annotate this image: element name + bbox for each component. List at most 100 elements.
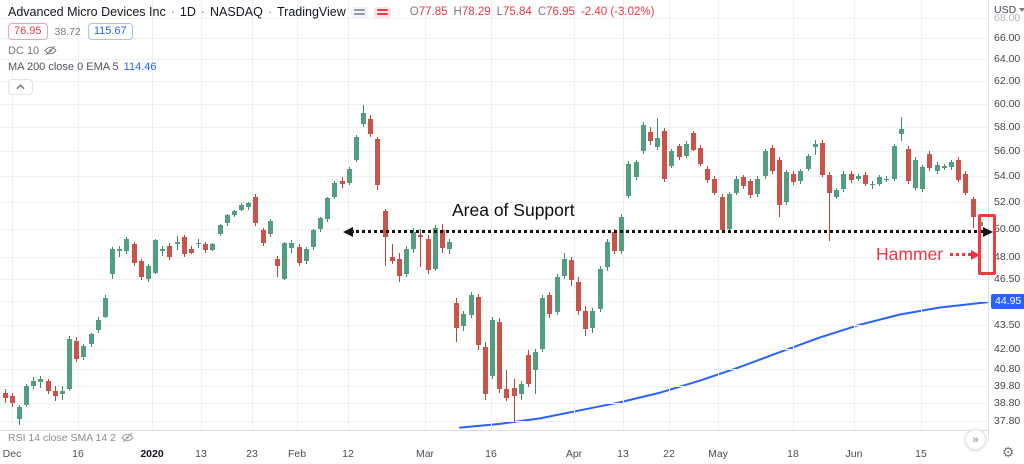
candle	[411, 231, 417, 249]
bars-toggle-icon[interactable]	[350, 6, 368, 18]
price-axis-label: 58.00	[994, 121, 1021, 133]
ma-indicator-label: MA 200 close 0 EMA 5	[8, 61, 119, 73]
time-axis[interactable]: Dec 16 2020 13 23 Feb 12 Mar 16 Apr 13 22 May 18 Jun 15	[0, 441, 1024, 464]
price-pane[interactable]	[0, 0, 988, 430]
price-axis-label: 62.00	[994, 75, 1021, 88]
currency-selector[interactable]: USD	[994, 4, 1024, 16]
candle	[511, 387, 517, 397]
candle	[662, 130, 668, 179]
candle	[726, 194, 732, 229]
candle	[805, 156, 811, 169]
candle	[619, 216, 625, 252]
candle-wick	[277, 255, 278, 278]
grid-line-horizontal	[0, 127, 988, 128]
candle	[389, 257, 395, 262]
eye-hidden-icon[interactable]	[121, 431, 134, 444]
candle	[525, 355, 531, 385]
candle	[647, 131, 653, 142]
grid-line-horizontal	[0, 403, 988, 405]
candle-wick	[391, 244, 393, 265]
indicator-row-rsi[interactable]: RSI 14 close SMA 14 2	[8, 431, 134, 444]
chevron-up-icon	[16, 84, 25, 90]
candle	[683, 143, 689, 156]
interval[interactable]: 1D	[179, 5, 196, 19]
candle	[583, 310, 589, 330]
grid-line-vertical	[574, 0, 575, 430]
ma-indicator-value: 114.46	[123, 61, 157, 73]
ohlc-item: L75.84	[496, 6, 532, 18]
symbol-title-row: Advanced Micro Devices Inc · 1D · NASDAQ…	[8, 5, 654, 19]
settings-gear-icon[interactable]: ⚙	[1001, 444, 1015, 460]
price-axis[interactable]: USD 44.95 68.00 66.00 64.00 62.00 60.00 58.00…	[988, 0, 1024, 464]
candle	[203, 244, 209, 250]
symbol-name[interactable]: Advanced Micro Devices Inc	[8, 5, 166, 19]
candle	[131, 244, 137, 263]
support-line-left-arrow[interactable]	[343, 226, 353, 237]
candle	[741, 177, 746, 187]
brand: TradingView	[277, 5, 346, 19]
candle-wick	[657, 117, 658, 150]
candle	[102, 298, 108, 317]
scroll-to-recent-button[interactable]: »	[965, 429, 986, 450]
time-axis-label: 22	[663, 448, 675, 460]
candle	[870, 183, 876, 186]
candle	[59, 390, 65, 395]
ma-value-badge: 115.67	[87, 23, 133, 40]
support-line[interactable]	[351, 230, 983, 233]
candle	[267, 220, 273, 235]
candle	[210, 244, 216, 250]
price-axis-label: 60.00	[994, 97, 1021, 110]
candle	[447, 241, 452, 249]
candle	[891, 146, 897, 179]
candle	[124, 238, 130, 252]
indicator-row-ma[interactable]: MA 200 close 0 EMA 5 114.46	[8, 61, 654, 73]
candle-wick	[900, 116, 902, 142]
candle	[174, 241, 180, 245]
candle	[224, 215, 230, 224]
hammer-arrow[interactable]	[950, 253, 971, 256]
indicator-row-dc[interactable]: DC 10	[8, 44, 654, 57]
eye-hidden-icon[interactable]	[44, 44, 57, 57]
candle	[913, 159, 919, 188]
area-of-support-label[interactable]: Area of Support	[452, 200, 575, 220]
grid-line-vertical	[669, 0, 670, 430]
candle	[160, 248, 166, 252]
candle	[640, 124, 646, 152]
candle	[848, 173, 854, 180]
alert-bars-icon[interactable]	[373, 6, 391, 18]
candle	[698, 147, 703, 164]
support-line-right-arrow[interactable]	[983, 226, 993, 237]
candle-wick	[513, 378, 515, 423]
candle	[217, 224, 223, 235]
ohlc-item: C76.95	[537, 6, 575, 18]
legend-collapse-button[interactable]	[8, 79, 33, 95]
grid-line-vertical	[297, 0, 298, 430]
secondary-value: 38.72	[54, 25, 81, 38]
grid-line-horizontal	[0, 151, 988, 153]
time-axis-label: Apr	[565, 448, 583, 460]
candle	[905, 148, 911, 182]
grid-line-horizontal	[0, 176, 988, 178]
hammer-label[interactable]: Hammer	[876, 244, 944, 264]
hammer-highlight-rect[interactable]	[978, 214, 996, 275]
grid-line-vertical	[623, 0, 624, 430]
candle	[827, 174, 832, 193]
candle	[834, 190, 840, 197]
candle	[74, 340, 80, 359]
candle	[396, 258, 402, 276]
price-axis-label: 68.00	[994, 11, 1021, 24]
candle	[282, 242, 288, 279]
candle	[561, 258, 567, 276]
time-axis-label: May	[708, 448, 728, 460]
candle	[784, 172, 789, 202]
candle	[547, 295, 553, 314]
candle	[95, 320, 101, 330]
separator: ·	[200, 5, 206, 19]
grid-line-horizontal	[0, 202, 988, 204]
candle	[956, 159, 962, 180]
pane-separator[interactable]	[0, 430, 1024, 431]
grid-line-vertical	[78, 0, 79, 430]
time-axis-label: 13	[195, 448, 207, 460]
price-axis-label: 52.00	[994, 196, 1021, 209]
time-axis-label: 2020	[140, 448, 164, 460]
